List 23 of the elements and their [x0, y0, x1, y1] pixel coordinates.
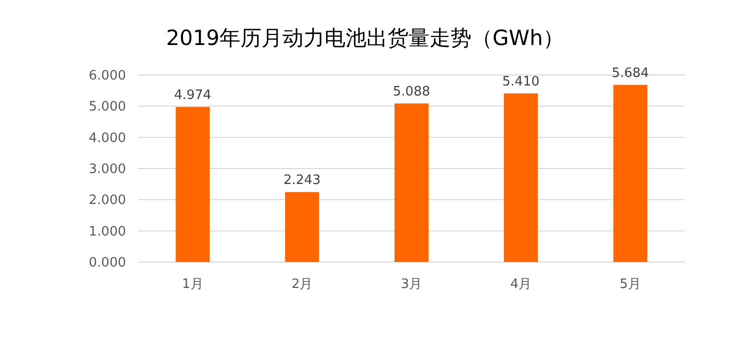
- y-tick-label: 4.000: [88, 130, 126, 146]
- data-label: 5.088: [392, 84, 430, 100]
- x-tick-label: 4月: [510, 277, 532, 292]
- data-label: 4.974: [174, 88, 212, 103]
- bar: [285, 192, 320, 262]
- chart-title: 2019年历月动力电池出货量走势（GWh）: [166, 26, 564, 50]
- y-tick-label: 2.000: [88, 193, 126, 208]
- y-tick-label: 3.000: [88, 162, 126, 177]
- y-tick-label: 6.000: [88, 68, 126, 84]
- bar: [504, 93, 538, 262]
- x-tick-label: 3月: [400, 277, 422, 292]
- data-label: 5.410: [502, 74, 540, 90]
- x-tick-label: 2月: [291, 277, 313, 292]
- bar: [613, 84, 648, 262]
- y-tick-label: 0.000: [88, 256, 126, 270]
- data-label: 5.684: [612, 66, 649, 81]
- data-label: 2.243: [283, 173, 321, 188]
- x-tick-label: 1月: [182, 277, 204, 292]
- bar: [394, 103, 428, 262]
- bar: [176, 106, 210, 262]
- y-tick-label: 1.000: [88, 224, 126, 240]
- y-tick-label: 5.000: [88, 100, 126, 115]
- x-tick-label: 5月: [620, 277, 641, 292]
